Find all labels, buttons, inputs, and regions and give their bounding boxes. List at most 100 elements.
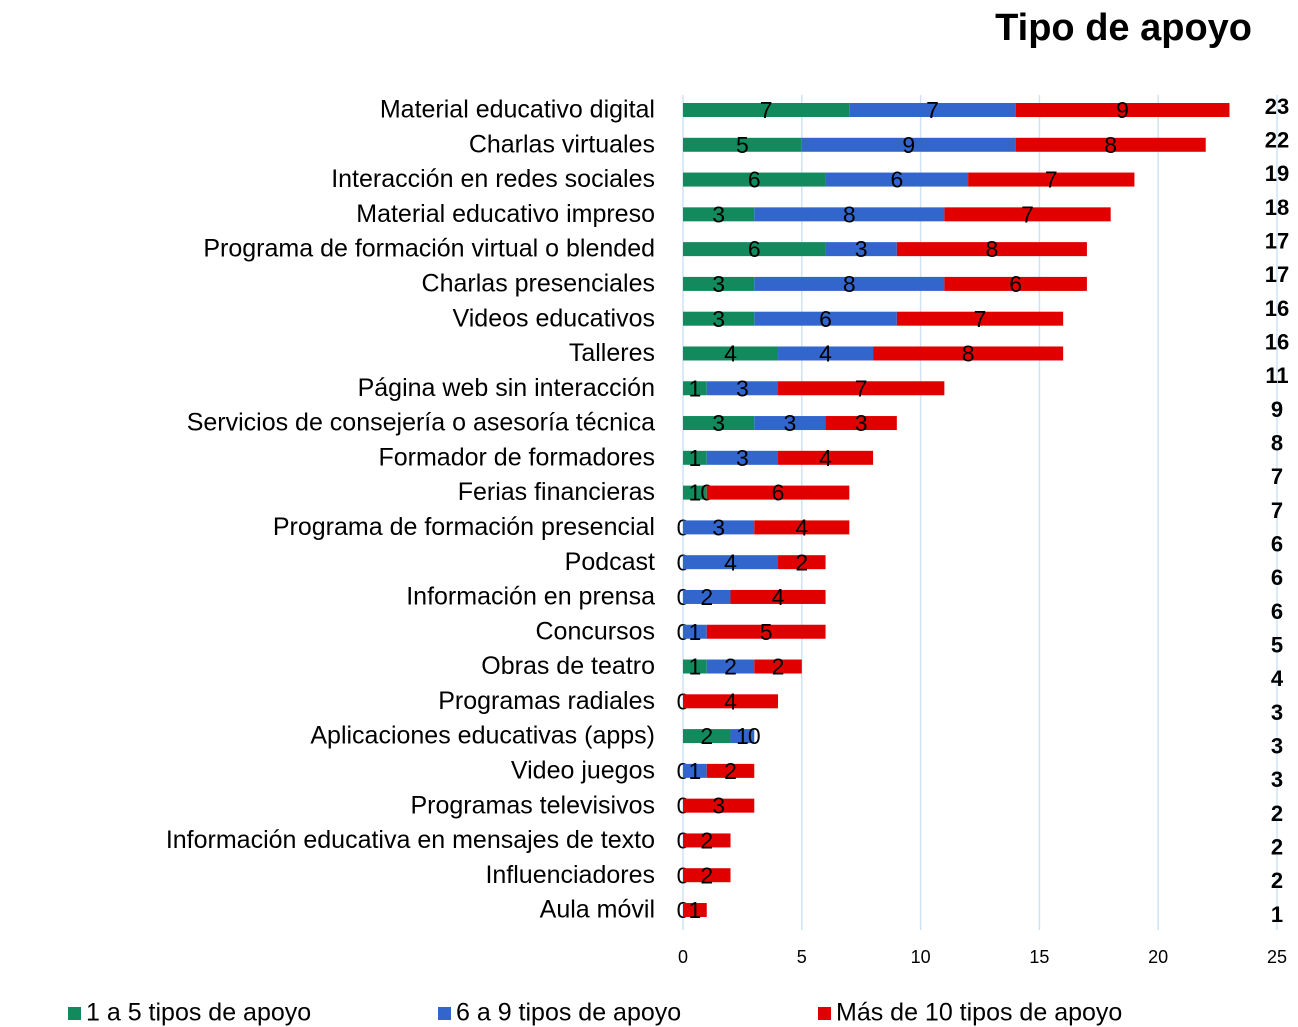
- total-label: 11: [1265, 363, 1288, 388]
- value-label: 3: [712, 410, 725, 436]
- bar-segment: [730, 729, 755, 744]
- value-label: 3: [736, 375, 749, 401]
- value-label: 3: [784, 410, 797, 436]
- value-label: 4: [819, 445, 832, 471]
- category-label: Ferias financieras: [458, 478, 655, 506]
- value-label: 5: [760, 619, 773, 645]
- category-label: Obras de teatro: [481, 652, 655, 680]
- value-label: 6: [819, 306, 832, 332]
- bar-segment: [754, 416, 826, 431]
- bar-segment: [683, 381, 707, 396]
- bar-segment: [683, 659, 707, 674]
- bar-segment: [1015, 137, 1206, 152]
- value-label: 8: [962, 341, 975, 367]
- legend-swatch: [818, 1007, 831, 1020]
- value-label: 2: [700, 723, 713, 749]
- total-label: 16: [1265, 329, 1289, 354]
- total-label: 3: [1271, 700, 1283, 725]
- category-label: Podcast: [565, 548, 655, 576]
- value-label: 7: [926, 97, 939, 123]
- category-label: Programa de formación presencial: [273, 513, 655, 541]
- bar-segment: [683, 207, 755, 222]
- value-label: 6: [772, 480, 785, 506]
- bar-segment: [778, 450, 874, 465]
- value-label: 7: [1045, 167, 1058, 193]
- bar-segment: [683, 833, 731, 848]
- category-label: Programas radiales: [438, 687, 655, 715]
- value-label: 3: [736, 445, 749, 471]
- value-label: 5: [736, 132, 749, 158]
- bar-segment: [706, 381, 779, 396]
- category-label: Concursos: [536, 617, 656, 645]
- category-label: Material educativo impreso: [356, 200, 655, 228]
- value-label: 1: [688, 758, 701, 784]
- value-label: 3: [855, 236, 868, 262]
- category-label: Videos educativos: [453, 304, 655, 332]
- total-label: 23: [1265, 94, 1289, 119]
- chart-title: Tipo de apoyo: [995, 7, 1252, 49]
- bar-segment: [778, 346, 874, 361]
- bar-segment: [683, 903, 707, 917]
- value-label: 0: [748, 723, 761, 749]
- value-label: 1: [688, 445, 701, 471]
- category-label: Información educativa en mensajes de tex…: [166, 826, 655, 854]
- bar-segment: [944, 276, 1087, 291]
- x-tick-label: 25: [1267, 947, 1287, 967]
- x-tick-label: 10: [911, 947, 931, 967]
- total-label: 22: [1265, 127, 1289, 152]
- total-label: 16: [1265, 296, 1289, 321]
- bar-segment: [754, 659, 802, 674]
- legend-swatch: [438, 1007, 451, 1020]
- legend-label: Más de 10 tipos de apoyo: [836, 999, 1122, 1027]
- bar-segment: [683, 242, 826, 257]
- value-label: 1: [688, 897, 701, 923]
- bar-segment: [683, 729, 731, 744]
- value-label: 7: [974, 306, 987, 332]
- bar-segment: [825, 242, 897, 257]
- value-label: 3: [712, 201, 725, 227]
- bar-segment: [683, 624, 707, 639]
- legend-label: 6 a 9 tipos de apoyo: [456, 999, 681, 1027]
- bar-segment: [778, 555, 826, 570]
- bar-segment: [683, 868, 731, 883]
- total-label: 17: [1265, 228, 1289, 253]
- bar-segment: [683, 416, 755, 431]
- value-label: 6: [748, 167, 761, 193]
- bar-segment: [706, 763, 755, 778]
- category-label: Interacción en redes sociales: [331, 165, 655, 193]
- bar-segment: [825, 172, 969, 187]
- bar-segment: [683, 589, 731, 604]
- value-label: 1: [688, 654, 701, 680]
- bar-segment: [683, 798, 755, 813]
- bar-segment: [754, 276, 945, 291]
- value-label: 4: [819, 341, 832, 367]
- value-label: 8: [985, 236, 998, 262]
- total-label: 17: [1265, 262, 1289, 287]
- bar-segment: [754, 520, 850, 535]
- value-label: 8: [843, 271, 856, 297]
- bar-segment: [683, 276, 755, 291]
- x-tick-label: 20: [1148, 947, 1168, 967]
- bar-segment: [778, 381, 945, 396]
- total-label: 2: [1271, 801, 1283, 826]
- value-label: 4: [795, 514, 808, 540]
- total-label: 6: [1271, 531, 1283, 556]
- bar-segment: [754, 311, 897, 326]
- bar-segment: [706, 659, 755, 674]
- total-label: 19: [1265, 161, 1289, 186]
- value-label: 2: [700, 828, 713, 854]
- category-label: Video juegos: [511, 756, 655, 784]
- bar-segment: [896, 242, 1087, 257]
- total-label: 3: [1271, 733, 1283, 758]
- value-label: 7: [760, 97, 773, 123]
- value-label: 6: [890, 167, 903, 193]
- value-label: 1: [736, 723, 749, 749]
- x-tick-label: 5: [797, 947, 807, 967]
- total-label: 9: [1271, 397, 1283, 422]
- value-label: 4: [724, 688, 737, 714]
- value-label: 2: [700, 584, 713, 610]
- bar-segment: [683, 346, 779, 361]
- total-label: 18: [1265, 195, 1289, 220]
- total-label: 1: [1271, 902, 1283, 927]
